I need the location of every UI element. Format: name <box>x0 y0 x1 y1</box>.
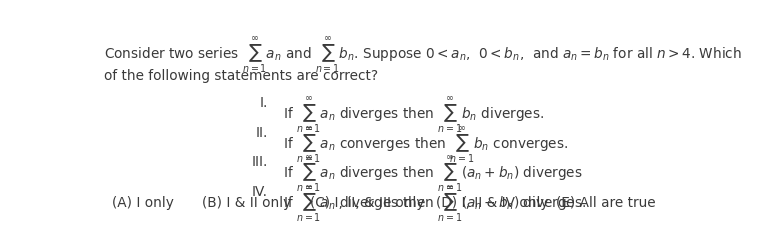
Text: I.: I. <box>259 96 268 110</box>
Text: of the following statements are correct?: of the following statements are correct? <box>104 69 378 84</box>
Text: If $\sum_{n=1}^{\infty} a_n$ diverges then $\sum_{n=1}^{\infty} b_n$ diverges.: If $\sum_{n=1}^{\infty} a_n$ diverges th… <box>283 96 544 135</box>
Text: (A) I only: (A) I only <box>111 196 173 210</box>
Text: Consider two series $\sum_{n=1}^{\infty} a_n$ and $\sum_{n=1}^{\infty} b_n$. Sup: Consider two series $\sum_{n=1}^{\infty}… <box>104 36 741 75</box>
Text: (E) All are true: (E) All are true <box>556 196 656 210</box>
Text: II.: II. <box>255 126 268 140</box>
Text: If $\sum_{n=1}^{\infty} a_n$ diverges then $\sum_{n=1}^{\infty}(a_n - b_n)$ dive: If $\sum_{n=1}^{\infty} a_n$ diverges th… <box>283 185 586 224</box>
Text: (C) I, II, & III only: (C) I, II, & III only <box>310 196 424 210</box>
Text: (D) I, II & IV only: (D) I, II & IV only <box>436 196 548 210</box>
Text: III.: III. <box>252 155 268 169</box>
Text: If $\sum_{n=1}^{\infty} a_n$ converges then $\sum_{n=1}^{\infty} b_n$ converges.: If $\sum_{n=1}^{\infty} a_n$ converges t… <box>283 126 568 165</box>
Text: (B) I & II only: (B) I & II only <box>202 196 291 210</box>
Text: If $\sum_{n=1}^{\infty} a_n$ diverges then $\sum_{n=1}^{\infty}(a_n + b_n)$ dive: If $\sum_{n=1}^{\infty} a_n$ diverges th… <box>283 155 582 194</box>
Text: IV.: IV. <box>252 185 268 199</box>
